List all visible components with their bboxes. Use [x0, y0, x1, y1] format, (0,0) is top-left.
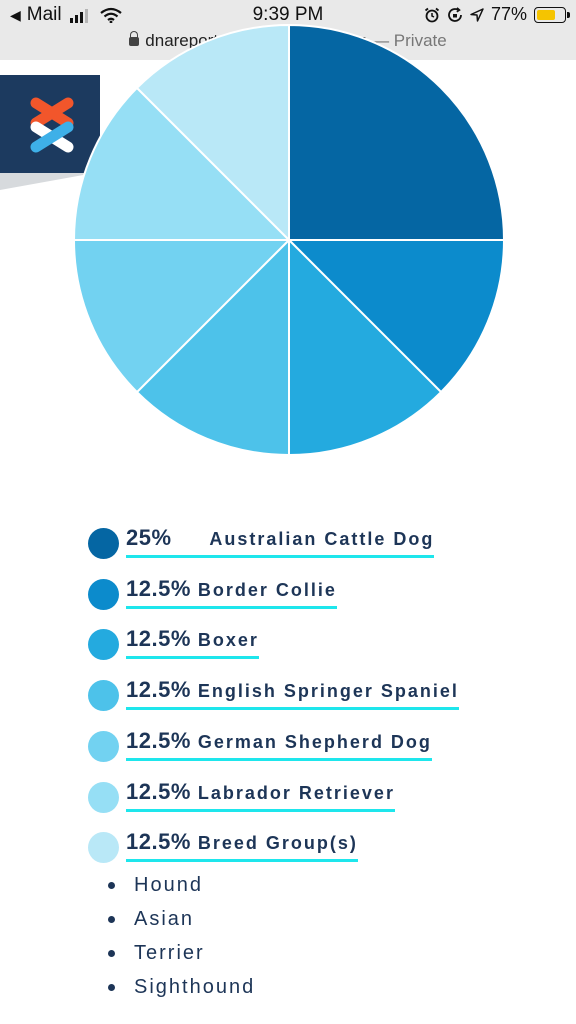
legend-swatch — [88, 781, 119, 813]
legend-label: 12.5% English Springer Spaniel — [126, 677, 459, 711]
wisdom-panel-logo[interactable] — [0, 75, 100, 173]
breed-group-item: Terrier — [108, 936, 255, 970]
legend-swatch — [88, 578, 119, 610]
alarm-icon — [424, 7, 440, 22]
back-app-label: Mail — [26, 4, 62, 25]
clock-time: 9:39 PM — [252, 4, 324, 25]
wisdom-panel-logo-icon — [30, 97, 74, 153]
breed-group-item: Asian — [108, 902, 255, 936]
legend-percent: 25% — [126, 525, 172, 550]
logo-shadow — [0, 172, 100, 190]
wifi-icon — [99, 7, 122, 23]
battery-percent: 77% — [490, 4, 527, 24]
legend-breed-name: Breed Group(s) — [190, 833, 358, 854]
legend-breed-name: English Springer Spaniel — [190, 681, 459, 702]
back-arrow-icon: ◀ — [10, 6, 21, 23]
back-to-mail[interactable]: ◀ Mail — [10, 4, 122, 26]
breed-group-label: Sighthound — [134, 975, 256, 998]
breed-group-item: Hound — [108, 868, 255, 902]
pie-slice-5 — [72, 239, 292, 394]
bullet-icon — [108, 949, 115, 957]
legend-breed-name: German Shepherd Dog — [190, 731, 432, 752]
breed-group-label: Hound — [134, 873, 203, 896]
legend-label: 12.5% German Shepherd Dog — [126, 728, 432, 761]
bullet-icon — [108, 881, 115, 889]
legend-label: 12.5% Labrador Retriever — [126, 779, 395, 812]
legend-label: 12.5% Border Collie — [126, 576, 337, 609]
legend-breed-name: Labrador Retriever — [190, 782, 395, 803]
pie-slice-4 — [135, 237, 290, 457]
breed-group-item: Sighthound — [108, 970, 255, 1004]
pie-slice-7 — [135, 23, 290, 243]
legend-percent: 12.5% — [126, 626, 191, 652]
legend-swatch — [88, 832, 119, 864]
legend-percent: 12.5% — [126, 778, 191, 804]
legend-percent: 12.5% — [126, 727, 191, 753]
legend-breed-name: Boxer — [190, 630, 259, 651]
screen-rotation-lock-icon — [448, 6, 462, 22]
battery-icon — [534, 6, 570, 23]
pie-slice-3 — [288, 237, 443, 457]
legend-swatch — [88, 680, 119, 712]
breed-pie-chart — [72, 23, 506, 457]
pie-slice-6 — [72, 86, 292, 241]
location-arrow-icon — [470, 7, 484, 22]
legend-percent: 12.5% — [126, 677, 191, 703]
pie-slice-2 — [286, 239, 506, 394]
legend-swatch — [88, 528, 119, 559]
status-icons: 77% — [424, 4, 570, 25]
cellular-signal-icon — [69, 7, 88, 23]
legend-percent: 12.5% — [126, 575, 191, 601]
battery-level-fill — [537, 9, 556, 20]
legend-label: 25% Australian Cattle Dog — [126, 525, 435, 558]
breed-group-label: Terrier — [134, 941, 205, 964]
legend-percent: 12.5% — [126, 829, 191, 855]
pie-slice-1 — [288, 23, 506, 241]
legend-label: 12.5% Boxer — [126, 626, 259, 660]
legend-swatch — [88, 730, 119, 762]
private-label: — Private — [372, 31, 447, 50]
legend-breed-name: Australian Cattle Dog — [203, 529, 435, 549]
breed-group-list: Hound Asian Terrier Sighthound — [108, 868, 255, 1004]
breed-group-label: Asian — [134, 907, 195, 930]
legend-swatch — [88, 629, 119, 661]
legend-breed-name: Border Collie — [190, 579, 337, 600]
legend-label: 12.5% Breed Group(s) — [126, 829, 358, 863]
bullet-icon — [108, 915, 115, 923]
lock-icon — [129, 31, 140, 46]
bullet-icon — [108, 983, 115, 991]
